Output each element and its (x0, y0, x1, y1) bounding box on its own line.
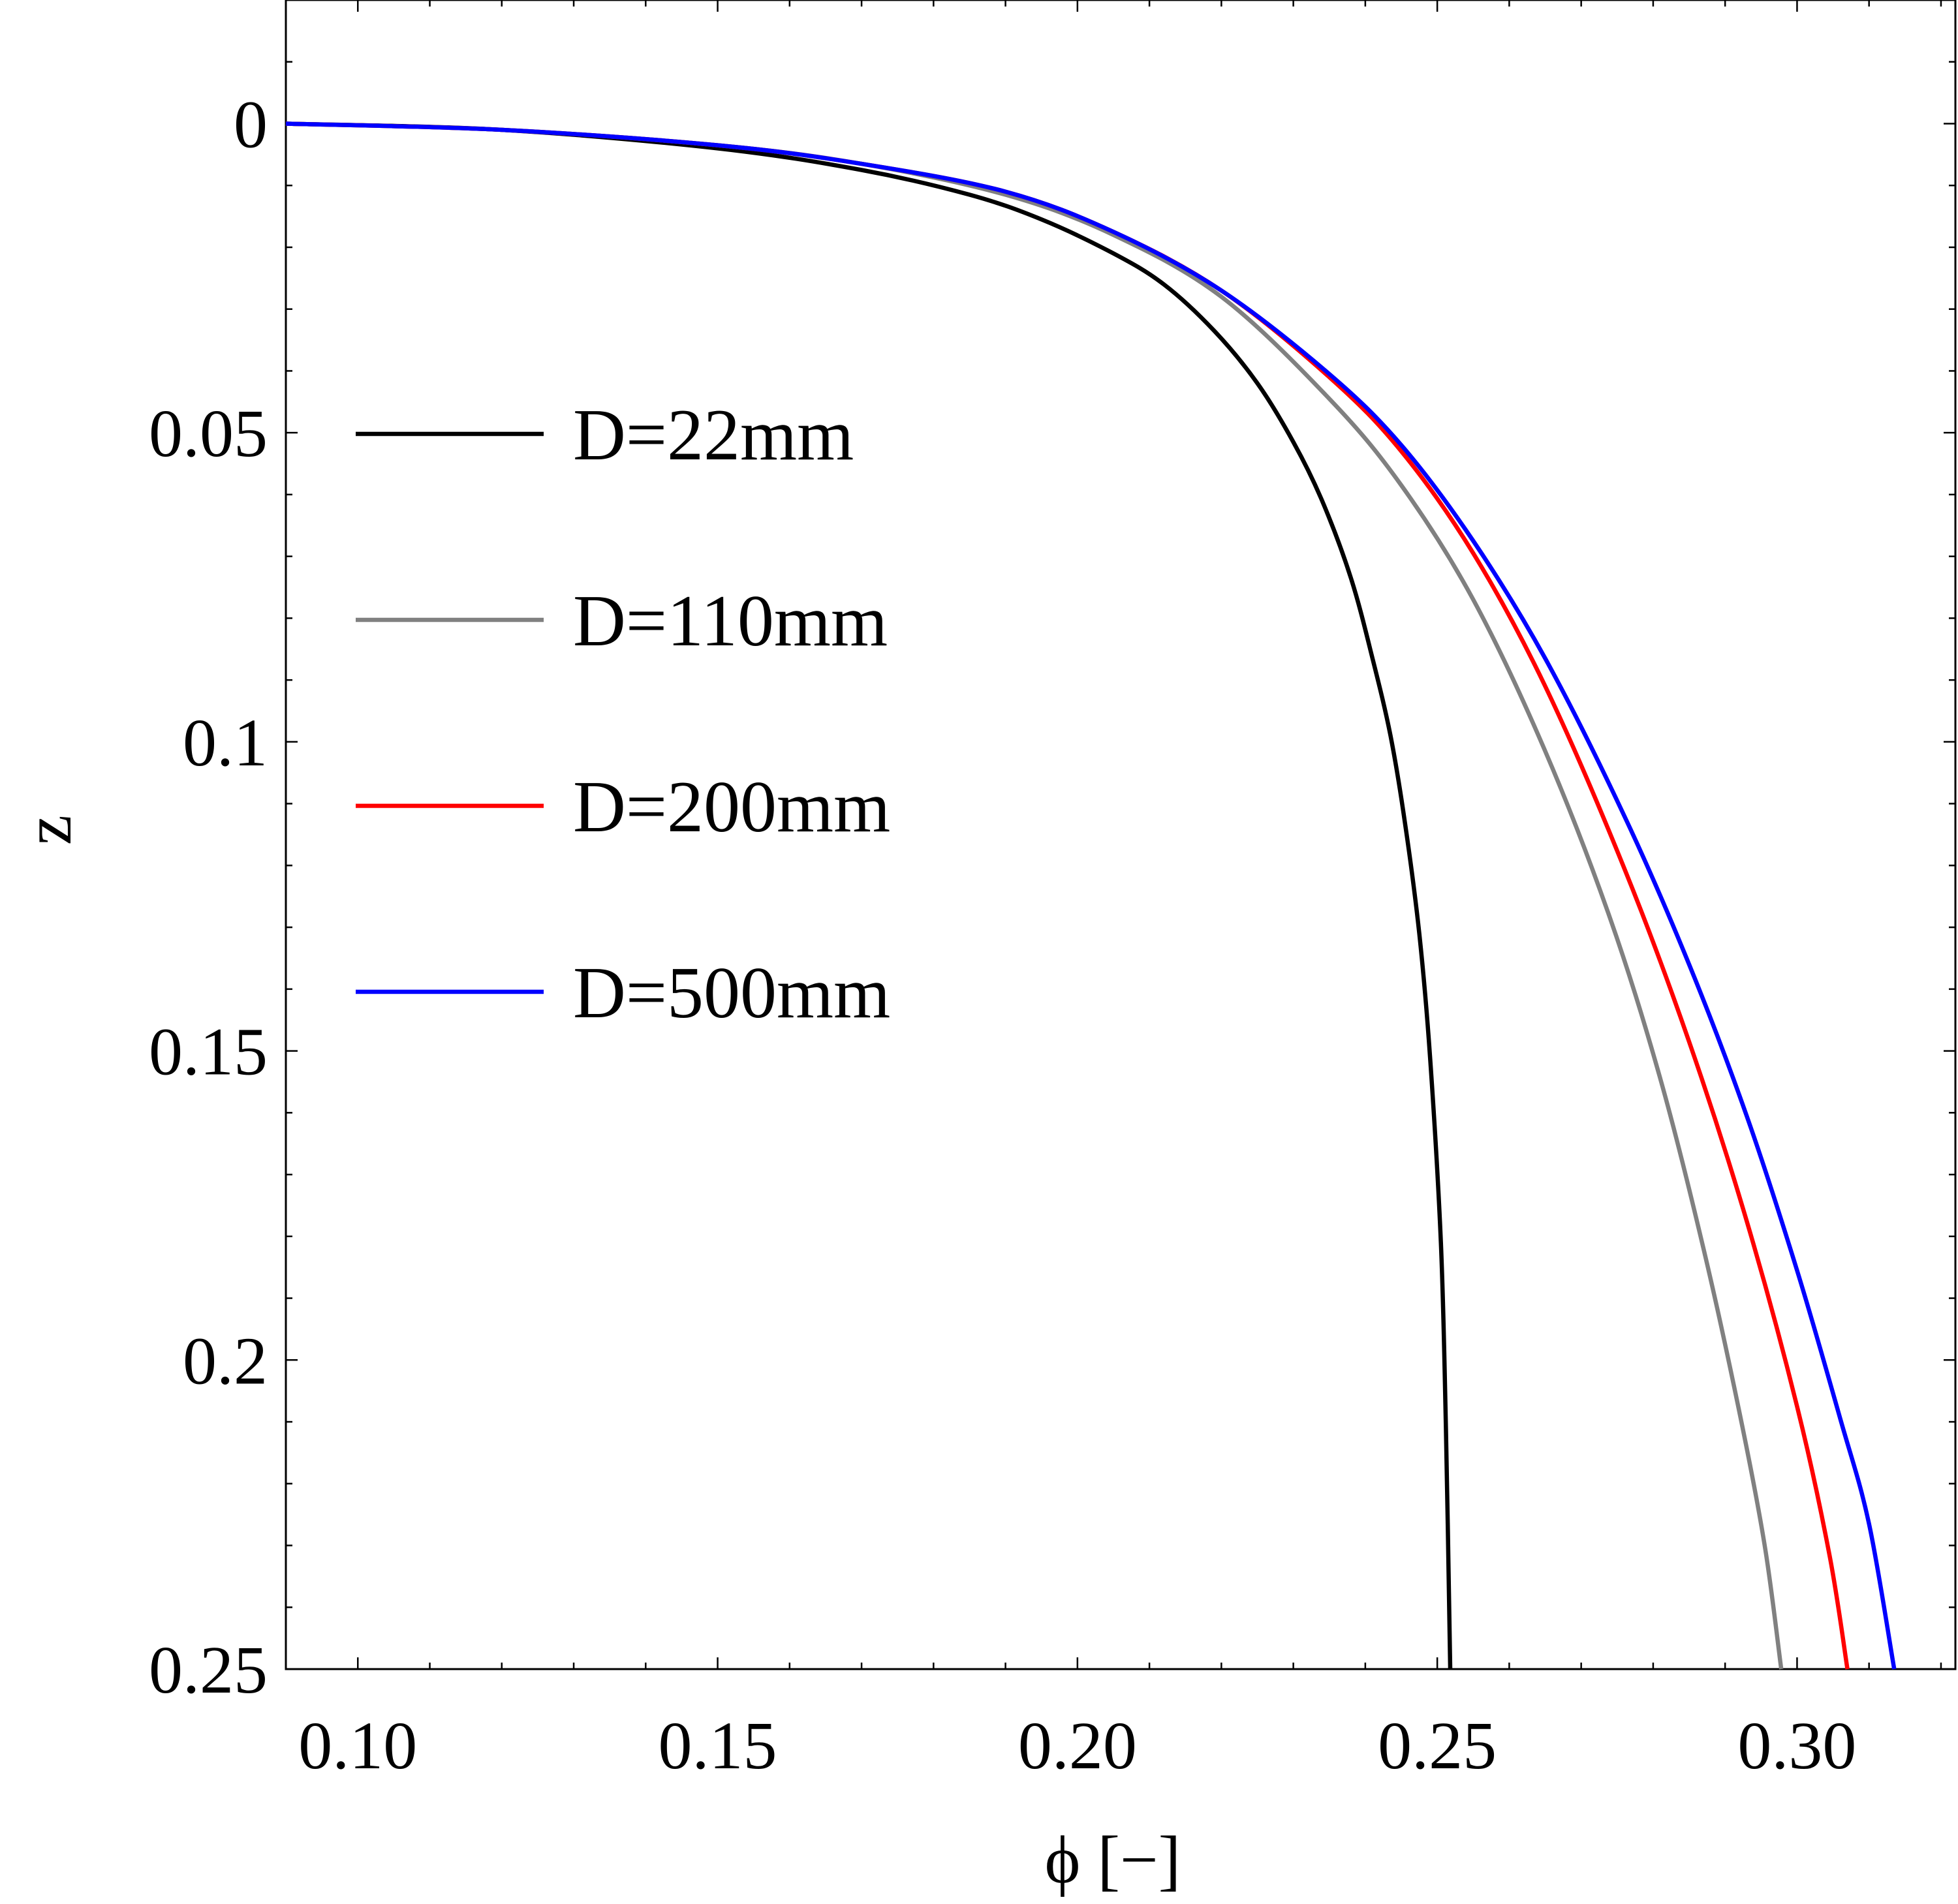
y-tick-label: 0.1 (183, 705, 268, 780)
x-tick-label: 0.25 (1378, 1708, 1497, 1783)
y-axis-title: z (10, 815, 85, 845)
legend-label-4: D=500mm (573, 953, 890, 1034)
legend-label-3: D=200mm (573, 767, 890, 848)
x-tick-label: 0.20 (1018, 1708, 1137, 1783)
tick-marks (286, 0, 1955, 1670)
series-line-4 (285, 121, 1897, 1670)
legend-label-2: D=110mm (573, 581, 888, 662)
series-lines (285, 121, 1897, 1670)
y-tick-label: 0.15 (149, 1015, 268, 1090)
y-tick-label: 0.25 (149, 1633, 268, 1708)
x-tick-label: 0.10 (298, 1708, 417, 1783)
legend: D=22mm D=110mm D=200mm D=500mm (356, 395, 890, 1034)
legend-label-1: D=22mm (573, 395, 854, 476)
x-axis-title: ϕ [−] (1045, 1822, 1181, 1897)
plot-frame (285, 0, 1957, 1670)
y-tick-label: 0.2 (183, 1323, 268, 1398)
series-line-2 (285, 121, 1784, 1670)
x-tick-label: 0.15 (659, 1708, 777, 1783)
y-tick-label: 0 (234, 87, 268, 162)
tick-labels: 0.10 0.15 0.20 0.25 0.30 0 0.05 0.1 0.15 0.2 0.25 (149, 87, 1856, 1783)
x-tick-label: 0.30 (1737, 1708, 1856, 1783)
series-line-1 (285, 121, 1453, 1670)
series-line-3 (285, 121, 1850, 1670)
y-tick-label: 0.05 (149, 396, 268, 471)
